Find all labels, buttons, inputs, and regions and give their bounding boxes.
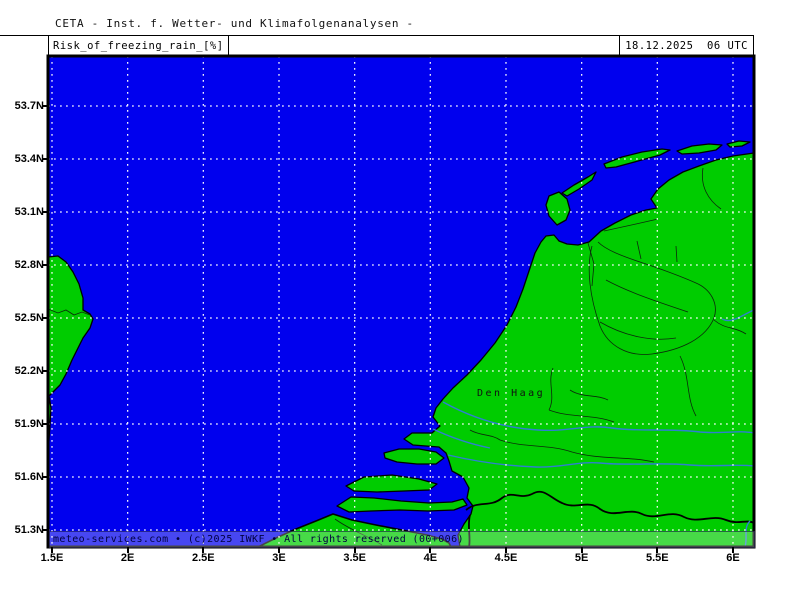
lat-tick-label: 53.4N bbox=[14, 153, 44, 165]
lat-tick-label: 51.9N bbox=[14, 418, 44, 430]
datetime-label: 18.12.2025 06 UTC bbox=[625, 39, 748, 52]
lat-tick-label: 52.2N bbox=[14, 365, 44, 377]
lon-tick bbox=[656, 547, 659, 553]
mainland-coast bbox=[403, 152, 754, 547]
lat-tick-label: 51.3N bbox=[14, 524, 44, 536]
lat-tick bbox=[42, 105, 48, 107]
copyright-text: meteo-services.com • (c)2025 IWKF • All … bbox=[53, 534, 464, 545]
lon-tick bbox=[202, 547, 205, 553]
island-walcheren-beveland bbox=[336, 496, 468, 513]
lon-tick bbox=[429, 547, 432, 553]
lat-tick bbox=[42, 476, 48, 478]
lat-tick bbox=[42, 529, 48, 531]
lon-tick-label: 5E bbox=[574, 552, 589, 564]
lat-tick-label: 52.8N bbox=[14, 259, 44, 271]
england-coast bbox=[48, 255, 94, 453]
institute-header: CETA - Inst. f. Wetter- und Klimafolgena… bbox=[55, 17, 414, 30]
england-river-line bbox=[48, 308, 91, 316]
lat-tick-label: 53.1N bbox=[14, 206, 44, 218]
island-texel bbox=[545, 191, 571, 226]
lon-tick-label: 1.5E bbox=[40, 552, 64, 564]
lon-tick-label: 3.5E bbox=[343, 552, 366, 564]
lat-tick-label: 52.5N bbox=[14, 312, 44, 324]
island-vlieland bbox=[561, 171, 597, 197]
lon-tick-label: 3E bbox=[272, 552, 286, 564]
island-schiermonnikoog bbox=[726, 140, 751, 148]
lon-tick bbox=[126, 547, 129, 553]
lat-tick-label: 53.7N bbox=[14, 100, 44, 112]
island-goeree bbox=[383, 448, 445, 465]
lat-tick bbox=[42, 264, 48, 266]
lon-tick bbox=[731, 547, 734, 553]
lon-tick-label: 6E bbox=[726, 552, 740, 564]
parameter-title: Risk_of_freezing_rain_[%] bbox=[53, 39, 224, 52]
lat-tick bbox=[42, 423, 48, 425]
lon-tick bbox=[504, 547, 507, 553]
lon-tick-label: 4E bbox=[423, 552, 438, 564]
lon-tick-label: 4.5E bbox=[494, 552, 518, 564]
copyright-strip: meteo-services.com • (c)2025 IWKF • All … bbox=[49, 531, 755, 548]
island-schouwen bbox=[345, 474, 438, 493]
lat-tick bbox=[42, 158, 48, 160]
province-borders bbox=[334, 167, 747, 546]
latlon-grid bbox=[48, 56, 754, 547]
lon-tick bbox=[353, 547, 356, 553]
lon-tick-label: 2E bbox=[120, 552, 135, 564]
header-divider bbox=[0, 35, 754, 36]
lat-tick bbox=[42, 211, 48, 213]
lon-tick bbox=[51, 547, 53, 553]
lon-tick bbox=[277, 547, 280, 553]
lon-tick-label: 2.5E bbox=[192, 552, 215, 564]
lat-tick-label: 51.6N bbox=[14, 471, 44, 483]
city-label-den-haag: Den Haag bbox=[477, 388, 545, 399]
lat-tick bbox=[42, 370, 48, 372]
lon-tick-label: 5.5E bbox=[645, 552, 669, 564]
lat-tick bbox=[42, 317, 48, 319]
lon-tick bbox=[580, 547, 583, 553]
island-ameland bbox=[676, 143, 723, 155]
